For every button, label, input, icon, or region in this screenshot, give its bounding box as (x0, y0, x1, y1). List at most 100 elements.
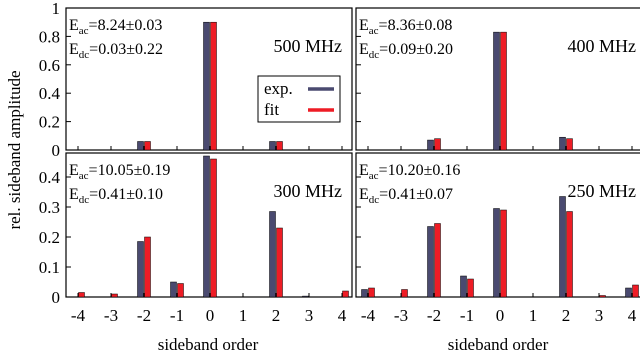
x-tick-label: 2 (272, 306, 281, 325)
bar-exp (460, 275, 467, 298)
e-symbol: E (69, 162, 79, 179)
y-tick-label: 0 (52, 141, 61, 160)
bar-exp (427, 139, 434, 151)
e-subscript: dc (79, 194, 90, 206)
bar-fit (434, 223, 441, 298)
bar-fit (467, 278, 474, 298)
e-subscript: dc (79, 49, 90, 61)
bar-fit (78, 292, 85, 298)
x-tick-label: -4 (361, 306, 376, 325)
frequency-label: 400 MHz (568, 36, 637, 56)
panel-p500: 00.20.40.60.81Eac=8.24±0.03Edc=0.03±0.22… (39, 0, 353, 160)
e-symbol: E (359, 41, 369, 58)
bar-exp (493, 31, 500, 151)
e-symbol: E (359, 186, 369, 203)
bar-exp (137, 141, 144, 151)
x-tick-label: -1 (460, 306, 474, 325)
edc-value: =0.09±0.20 (379, 41, 453, 58)
frequency-label: 500 MHz (274, 36, 343, 56)
y-tick-label: 0.8 (39, 27, 60, 46)
y-tick-label: 0.4 (39, 168, 61, 187)
eac-annotation: Eac=10.20±0.16 (359, 162, 460, 182)
bar-exp (302, 295, 309, 298)
y-tick-label: 0 (52, 288, 61, 307)
panel-p300: 0 0.1 0.2 0.3 0.4 -4 -3 -2 -1 0 1 2 3 4 Eac=10.05±0.19… (39, 152, 353, 325)
e-subscript: dc (369, 194, 380, 206)
bar-exp (427, 226, 434, 298)
frequency-label: 250 MHz (568, 181, 637, 201)
y-tick-label: 0.3 (39, 198, 60, 217)
e-subscript: ac (79, 25, 89, 37)
e-symbol: E (359, 17, 369, 34)
e-subscript: ac (79, 170, 89, 182)
bar-fit (599, 295, 606, 298)
edc-value: =0.41±0.07 (379, 186, 453, 203)
y-tick-label: 0.2 (39, 228, 60, 247)
edc-annotation: Edc=0.09±0.20 (359, 41, 453, 61)
bar-exp (137, 241, 144, 298)
y-tick-label: 1 (52, 0, 61, 18)
bar-fit (276, 227, 283, 298)
bar-fit (566, 138, 573, 151)
edc-value: =0.41±0.10 (89, 186, 163, 203)
bar-fit (144, 141, 151, 151)
e-symbol: E (359, 162, 369, 179)
x-tick-label: -3 (394, 306, 408, 325)
e-symbol: E (69, 41, 79, 58)
x-tick-label: 4 (628, 306, 637, 325)
bar-exp (269, 211, 276, 298)
eac-value: =10.20±0.16 (379, 162, 461, 179)
bar-exp (559, 136, 566, 151)
y-tick-label: 0.6 (39, 56, 60, 75)
legend-label: fit (264, 100, 279, 119)
x-tick-label: 1 (239, 306, 248, 325)
e-symbol: E (69, 186, 79, 203)
panels-group: 0 0.2 0.4 0.6 0.8 1 Eac=8.24±0.03 Edc=0.03±0.22… (39, 0, 640, 325)
e-subscript: ac (369, 25, 379, 37)
bar-fit (210, 158, 217, 298)
bar-exp (203, 155, 210, 298)
bar-fit (500, 209, 507, 298)
e-subscript: ac (369, 170, 379, 182)
x-tick-label: -3 (104, 306, 118, 325)
bar-fit (368, 287, 375, 298)
edc-annotation: Edc=0.03±0.22 (69, 41, 163, 61)
x-tick-label: -2 (137, 306, 151, 325)
bar-exp (361, 289, 368, 298)
bar-exp (170, 281, 177, 298)
legend-box (257, 75, 341, 123)
bar-exp (269, 141, 276, 151)
bar-exp (559, 196, 566, 298)
legend-label: exp. (264, 79, 293, 98)
bar-fit (177, 283, 184, 298)
x-tick-label: 4 (338, 306, 347, 325)
x-tick-label: 2 (562, 306, 571, 325)
x-tick-label: 0 (496, 306, 505, 325)
panel-p250: -4 -3 -2 -1 0 1 2 3 4Eac=10.20±0.16Edc=0.41±0.07… (355, 152, 640, 325)
x-tick-label: 3 (305, 306, 314, 325)
x-tick-label: -4 (71, 306, 86, 325)
y-tick-label: 0.4 (39, 84, 61, 103)
bar-exp (625, 287, 632, 298)
y-tick-label: 0.1 (39, 258, 60, 277)
x-axis-title-right: sideband order (448, 335, 549, 354)
eac-value: =8.36±0.08 (379, 17, 453, 34)
bar-fit (632, 284, 639, 298)
bar-fit (144, 236, 151, 298)
bar-fit (434, 138, 441, 151)
x-tick-label: 1 (529, 306, 538, 325)
bar-fit (566, 211, 573, 298)
bar-exp (203, 21, 210, 151)
eac-annotation: Eac=8.24±0.03 (69, 17, 162, 37)
eac-annotation: Eac=10.05±0.19 (69, 162, 170, 182)
bar-fit (210, 21, 217, 151)
x-tick-label: 0 (206, 306, 215, 325)
edc-annotation: Edc=0.41±0.07 (359, 186, 453, 206)
bar-exp (493, 208, 500, 298)
e-symbol: E (69, 17, 79, 34)
eac-value: =10.05±0.19 (89, 162, 171, 179)
frequency-label: 300 MHz (274, 181, 343, 201)
x-axis-title-left: sideband order (158, 335, 259, 354)
x-tick-label: -2 (427, 306, 441, 325)
